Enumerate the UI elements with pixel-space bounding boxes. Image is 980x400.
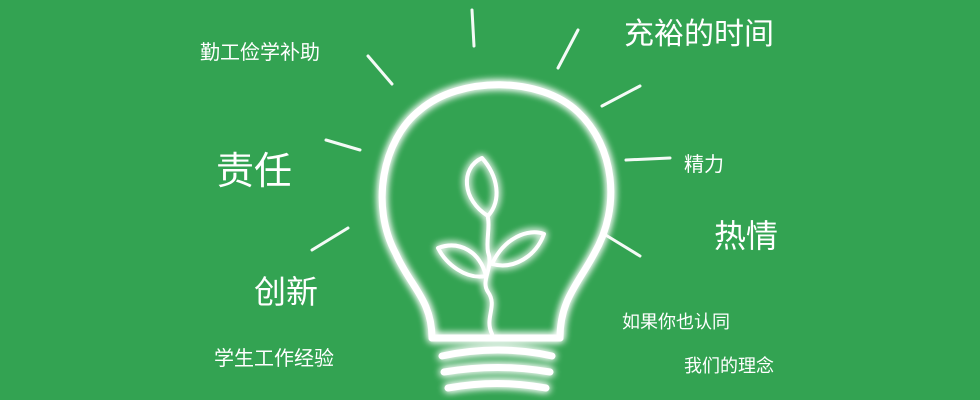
ray xyxy=(624,156,672,162)
word-student-work-experience: 学生工作经验 xyxy=(214,346,334,370)
word-passion: 热情 xyxy=(714,217,779,255)
word-innovation: 创新 xyxy=(254,273,319,311)
ray xyxy=(366,54,394,86)
ray xyxy=(600,84,642,108)
word-if-you-agree: 如果你也认同 xyxy=(622,312,730,333)
word-responsibility: 责任 xyxy=(216,149,293,193)
ray xyxy=(324,138,362,152)
word-work-study: 勤工俭学补助 xyxy=(200,40,320,64)
ray xyxy=(310,226,350,252)
bulb-screw-1 xyxy=(438,346,556,360)
word-ample-time: 充裕的时间 xyxy=(624,17,774,52)
bulb-screw-2 xyxy=(440,364,554,376)
word-our-philosophy: 我们的理念 xyxy=(684,356,774,377)
ray xyxy=(556,28,580,70)
sprout-leaf-top xyxy=(465,156,499,218)
bulb-screw-3 xyxy=(444,380,550,392)
light-rays xyxy=(310,8,672,258)
sprout-leaf-right xyxy=(490,230,546,268)
sprout-icon xyxy=(436,156,546,336)
word-energy: 精力 xyxy=(684,152,724,176)
sprout-leaf-left xyxy=(436,243,488,279)
ray xyxy=(470,8,476,48)
bulb-glass xyxy=(378,81,615,342)
ray xyxy=(602,232,642,258)
